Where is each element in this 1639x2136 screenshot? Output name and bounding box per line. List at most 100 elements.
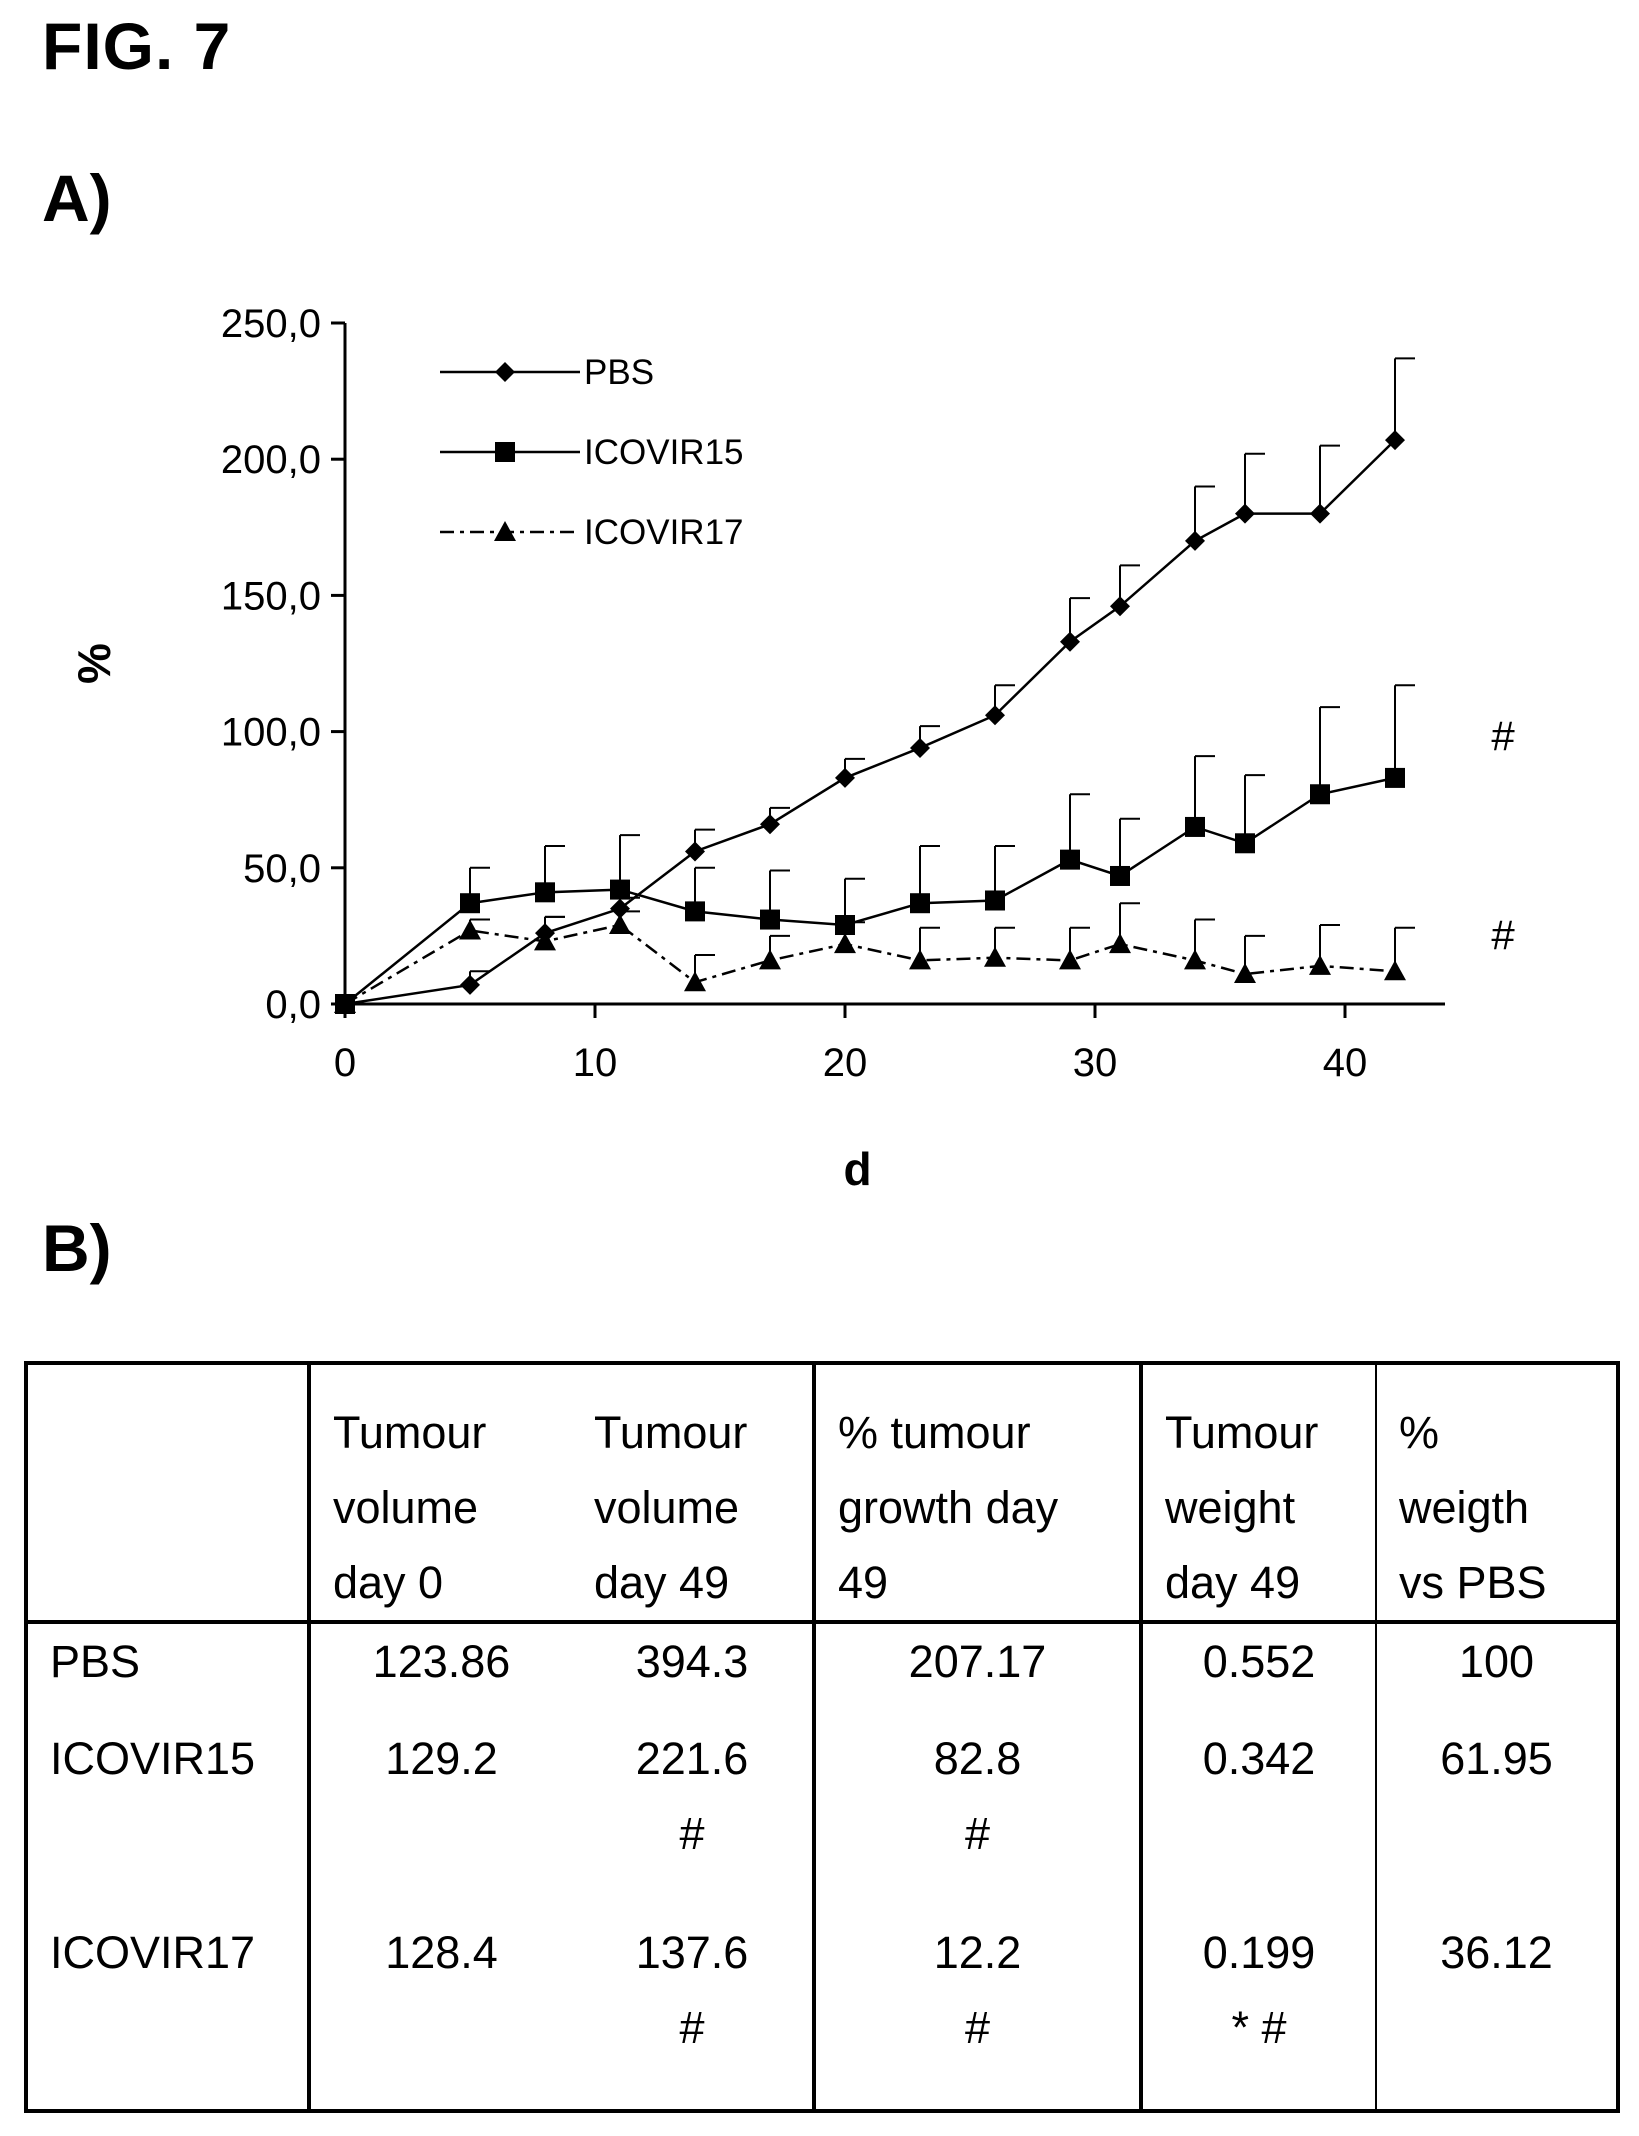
y-tick-label: 150,0 xyxy=(221,574,321,618)
diamond-marker xyxy=(685,841,705,862)
header-growth-day49: % tumour growth day 49 xyxy=(812,1363,1141,1624)
series-line-icovir15 xyxy=(344,776,1396,1005)
y-tick-label: 0,0 xyxy=(265,983,321,1027)
triangle-marker xyxy=(1234,963,1256,984)
panel-a-label: A) xyxy=(42,161,112,235)
significance-mark: # xyxy=(964,2001,991,2053)
series-lines xyxy=(344,439,1396,1006)
row-label: ICOVIR17 xyxy=(50,1926,256,1978)
diamond-marker xyxy=(985,705,1005,726)
square-marker xyxy=(1060,849,1080,870)
series-line-icovir17 xyxy=(344,923,1396,1006)
header-weight-vs-pbs: % weigth vs PBS xyxy=(1375,1363,1618,1624)
diamond-marker xyxy=(1060,631,1080,652)
square-marker xyxy=(1110,865,1130,886)
x-tick-label: 40 xyxy=(1323,1041,1368,1085)
chart-legend: PBS ICOVIR15 ICOVIR17 xyxy=(440,353,744,552)
table-cell: 36.12 xyxy=(1375,1914,1618,2111)
diamond-marker xyxy=(610,898,630,919)
figure-title: FIG. 7 xyxy=(42,9,232,83)
significance-annotation: # xyxy=(1491,713,1515,760)
square-marker xyxy=(495,442,515,462)
table-cell: 221.6 # xyxy=(572,1721,814,1915)
line-chart: 0,0 50,0 100,0 150,0 200,0 250,0 0 10 20 30 40 d% P… xyxy=(68,302,1515,1195)
square-marker xyxy=(685,901,705,922)
square-marker xyxy=(1235,833,1255,854)
legend-label: ICOVIR15 xyxy=(584,433,744,472)
x-tick-label: 0 xyxy=(334,1041,356,1085)
table-row: PBS 123.86 394.3 207.17 0.552 100 xyxy=(26,1622,1618,1722)
triangle-marker xyxy=(1309,954,1331,975)
diamond-marker xyxy=(495,362,515,382)
significance-mark: # xyxy=(679,1808,705,1860)
table-cell: 128.4 xyxy=(307,1914,572,2111)
triangle-marker xyxy=(1184,949,1206,970)
table-cell: 0.342 xyxy=(1139,1721,1376,1915)
table-header-row: Tumour volume day 0 Tumour volume day 49 % t… xyxy=(26,1363,1618,1624)
square-marker xyxy=(910,893,930,914)
series-line-pbs xyxy=(344,439,1396,1006)
table-cell: 0.552 xyxy=(1139,1622,1376,1722)
triangle-marker xyxy=(1109,933,1131,954)
diamond-marker xyxy=(910,737,930,758)
diamond-marker xyxy=(1310,503,1330,524)
triangle-marker xyxy=(684,971,706,992)
table-cell: 82.8 # xyxy=(812,1721,1141,1915)
x-tick-label: 30 xyxy=(1073,1041,1118,1085)
header-volume-day49: Tumour volume day 49 xyxy=(572,1363,814,1624)
table-cell: 137.6 # xyxy=(572,1915,814,2111)
x-tick-label: 10 xyxy=(573,1041,618,1085)
table-row: ICOVIR15 129.2 221.6 # 82.8 # 0.342 61.95 xyxy=(26,1721,1618,1915)
square-marker xyxy=(460,893,480,914)
square-marker xyxy=(535,882,555,903)
table-cell: 12.2 # xyxy=(812,1914,1141,2111)
square-marker xyxy=(610,879,630,900)
triangle-marker xyxy=(609,914,631,935)
diamond-marker xyxy=(460,974,480,995)
square-marker xyxy=(760,909,780,930)
table-cell: 394.3 xyxy=(635,1636,749,1687)
table-cell: 61.95 xyxy=(1375,1721,1618,1915)
significance-mark: # xyxy=(964,1808,991,1860)
y-tick-label: 200,0 xyxy=(221,438,321,482)
y-tick-label: 100,0 xyxy=(221,711,321,755)
triangle-marker xyxy=(1059,949,1081,970)
y-tick-label: 50,0 xyxy=(243,847,321,891)
row-label: PBS xyxy=(50,1636,141,1687)
square-marker xyxy=(1385,767,1405,788)
significance-annotation: # xyxy=(1491,912,1515,959)
x-tick-label: 20 xyxy=(823,1041,868,1085)
diamond-marker xyxy=(1185,530,1205,551)
diamond-marker xyxy=(1235,503,1255,524)
header-volume-day0: Tumour volume day 0 xyxy=(307,1363,572,1624)
table-cell: 129.2 xyxy=(307,1721,572,1915)
panel-b-label: B) xyxy=(42,1211,112,1285)
header-weight-day49: Tumour weight day 49 xyxy=(1139,1363,1376,1624)
y-axis-label: % xyxy=(68,643,120,684)
triangle-marker xyxy=(909,949,931,970)
significance-mark: # xyxy=(679,2001,705,2053)
triangle-marker xyxy=(534,930,556,951)
triangle-marker xyxy=(984,946,1006,967)
square-marker xyxy=(1310,784,1330,805)
triangle-marker xyxy=(334,993,356,1013)
table-row: ICOVIR17 128.4 137.6 # 12.2 # 0.199 * # 36.… xyxy=(26,1914,1618,2111)
table-cell: 207.17 xyxy=(812,1622,1141,1722)
legend-label: ICOVIR17 xyxy=(584,513,744,552)
triangle-marker xyxy=(494,521,516,541)
chart-axes: 0,0 50,0 100,0 150,0 200,0 250,0 0 10 20 30 40 d% xyxy=(68,302,1445,1195)
square-marker xyxy=(835,915,855,936)
chart-annotations: ## xyxy=(1491,713,1515,959)
row-label: ICOVIR15 xyxy=(50,1733,256,1785)
results-table: Tumour volume day 0 Tumour volume day 49 % t… xyxy=(24,1361,1620,2113)
triangle-marker xyxy=(759,949,781,970)
x-axis-label: d xyxy=(843,1143,871,1195)
table-cell: 100 xyxy=(1375,1622,1618,1722)
header-cell-empty xyxy=(26,1363,309,1624)
diamond-marker xyxy=(760,814,780,835)
triangle-marker xyxy=(459,919,481,940)
square-marker xyxy=(1185,816,1205,837)
diamond-marker xyxy=(1110,596,1130,617)
legend-label: PBS xyxy=(584,353,654,392)
series-markers xyxy=(334,430,1406,1014)
